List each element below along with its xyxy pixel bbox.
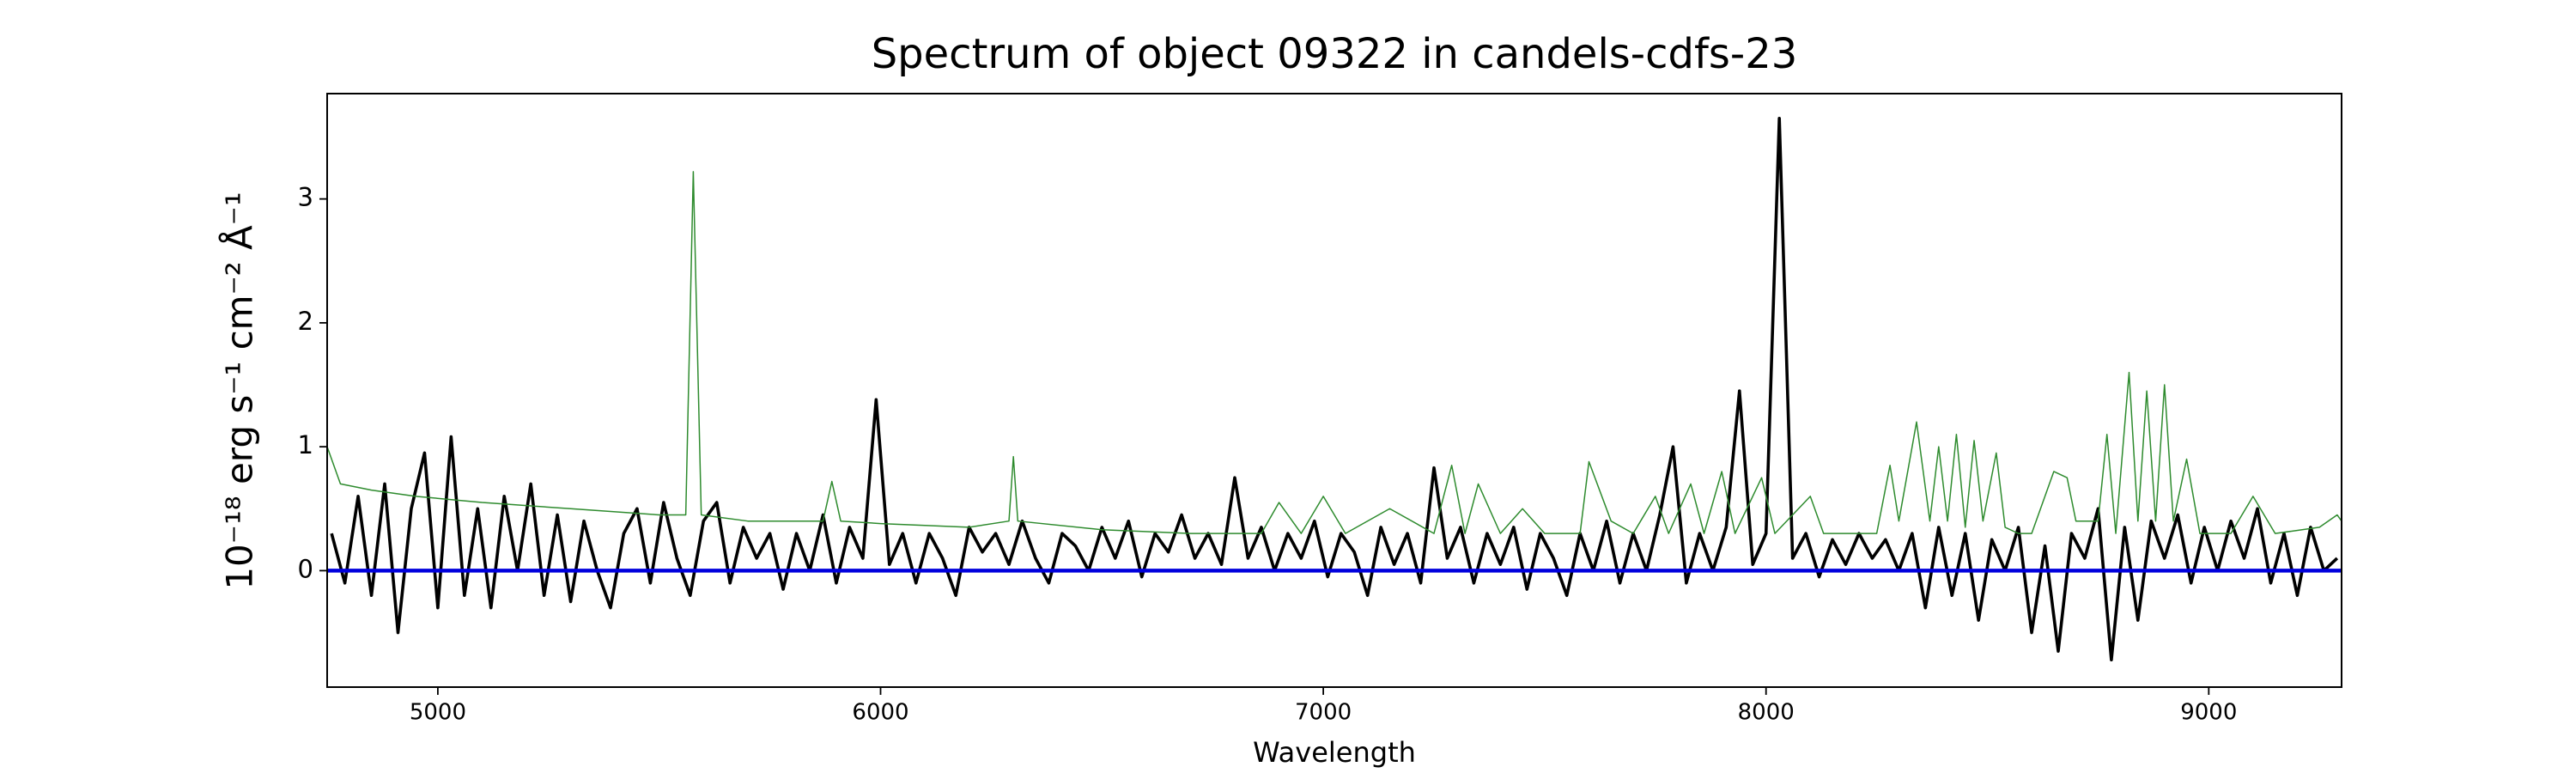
x-tick-label: 9000 (2180, 700, 2237, 726)
y-tick-label: 0 (298, 554, 313, 583)
x-tick-label: 8000 (1738, 700, 1795, 726)
plot-frame (326, 93, 2342, 688)
y-tick-label: 2 (298, 307, 313, 336)
x-tick-label: 6000 (852, 700, 908, 726)
chart-title: Spectrum of object 09322 in candels-cdfs… (872, 30, 1798, 78)
spectrum-line (330, 117, 2339, 662)
x-axis-label: Wavelength (1253, 736, 1416, 769)
y-tick-label: 1 (298, 430, 313, 460)
spectrum-line (327, 171, 2342, 534)
x-tick-label: 7000 (1295, 700, 1352, 726)
y-axis-label: 10⁻¹⁸ erg s⁻¹ cm⁻² Å⁻¹ (218, 192, 261, 589)
x-tick-label: 5000 (410, 700, 466, 726)
y-tick-label: 3 (298, 183, 313, 212)
